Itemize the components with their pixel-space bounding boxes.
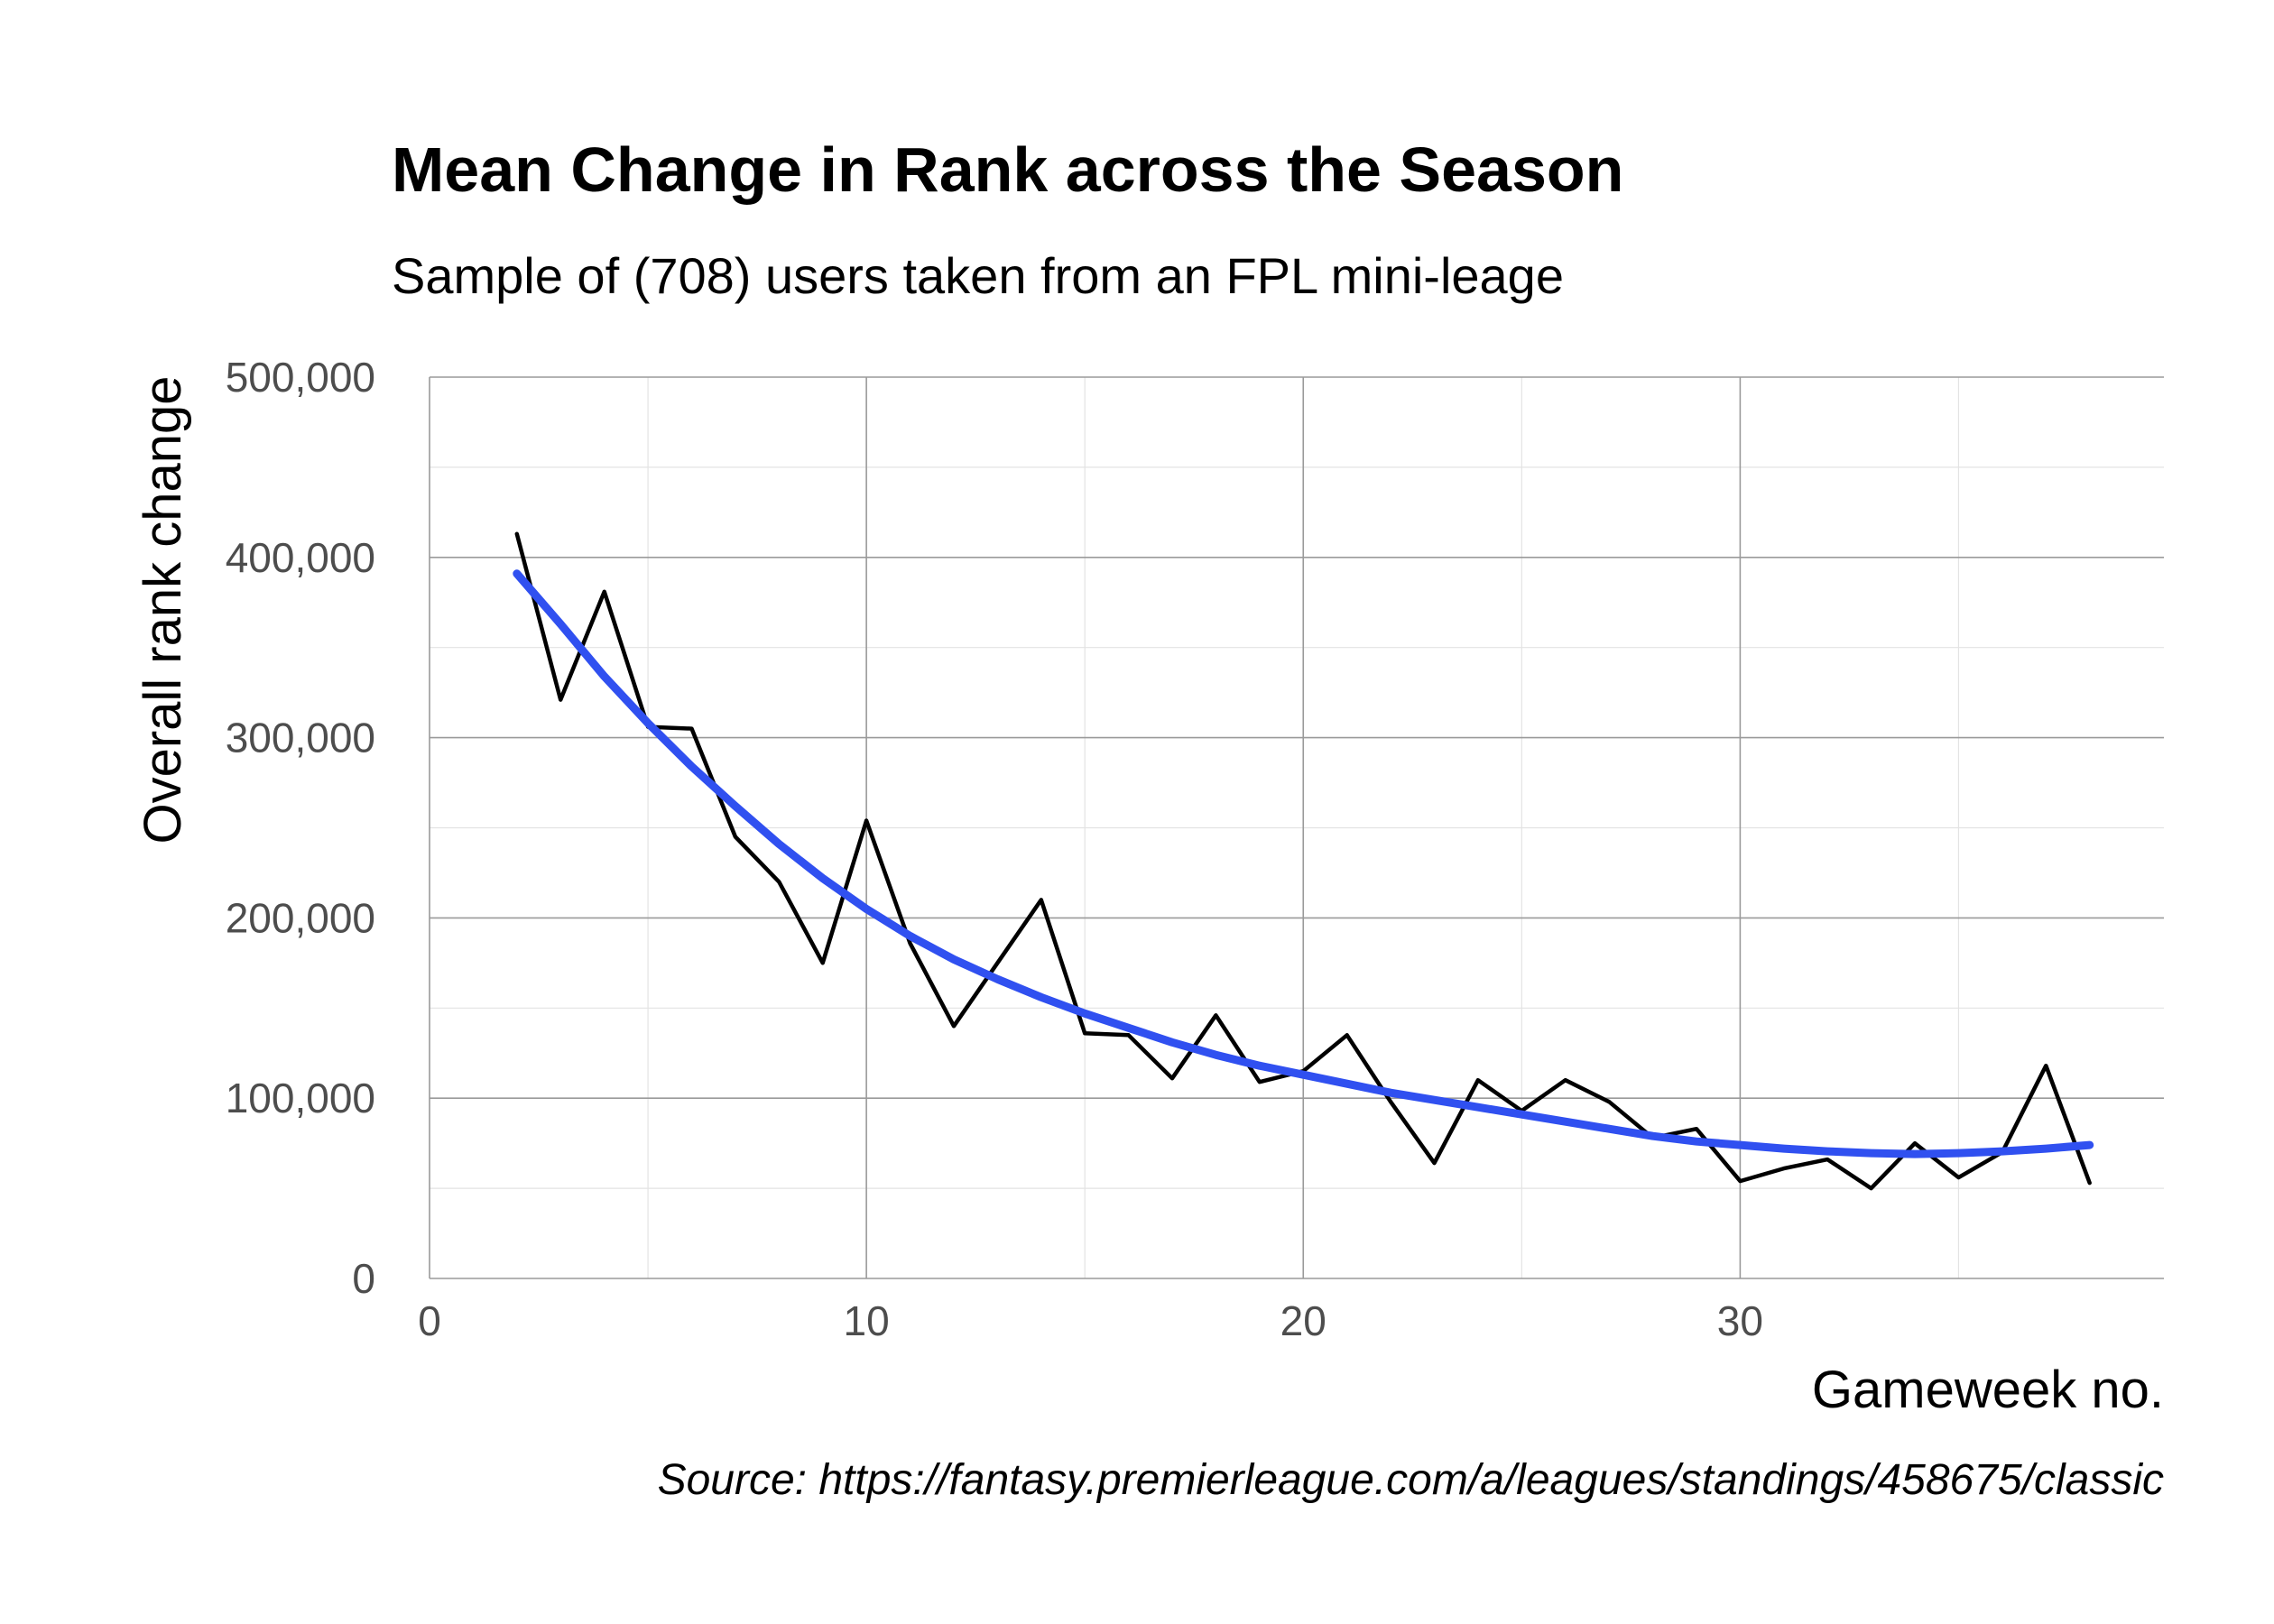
axis-ticks: 0 10 20 30 0 100,000 200,000 300,000 400,000 500,…	[226, 354, 1763, 1344]
x-tick-label: 30	[1717, 1297, 1763, 1344]
y-tick-label: 200,000	[226, 894, 375, 941]
x-tick-label: 0	[418, 1297, 441, 1344]
x-tick-label: 10	[844, 1297, 890, 1344]
smoothed-trend-line	[513, 569, 2094, 1158]
y-tick-label: 500,000	[226, 354, 375, 401]
x-axis-title: Gameweek no.	[1812, 1361, 2164, 1419]
grid	[429, 376, 2164, 1279]
plot-area	[513, 531, 2094, 1191]
y-tick-label: 0	[352, 1255, 375, 1302]
y-tick-label: 400,000	[226, 534, 375, 581]
y-tick-label: 300,000	[226, 715, 375, 761]
chart-subtitle: Sample of (708) users taken from an FPL …	[392, 247, 1564, 304]
chart-title: Mean Change in Rank across the Season	[392, 134, 1623, 205]
source-caption: Source: https://fantasy.premierleague.co…	[658, 1456, 2164, 1504]
x-tick-label: 20	[1280, 1297, 1326, 1344]
y-axis-title: Overall rank change	[134, 375, 192, 844]
y-tick-label: 100,000	[226, 1075, 375, 1121]
